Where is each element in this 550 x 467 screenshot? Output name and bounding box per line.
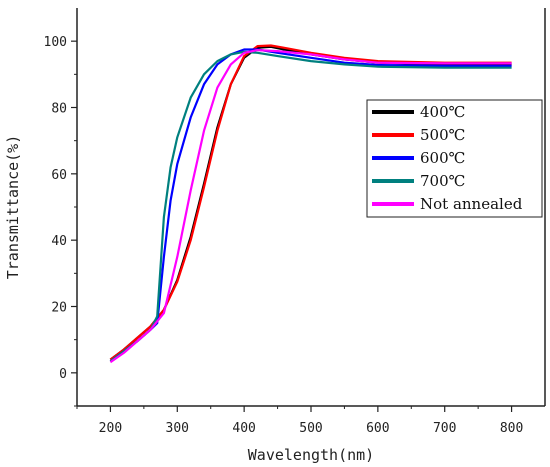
y-tick-label: 40 — [51, 234, 67, 249]
x-axis-title: Wavelength(nm) — [248, 446, 374, 464]
x-tick-label: 800 — [500, 421, 523, 436]
x-tick-label: 400 — [232, 421, 255, 436]
legend-label-3: 700℃ — [420, 172, 465, 190]
plot-lines — [109, 44, 512, 364]
y-tick-label: 60 — [51, 168, 67, 183]
legend-label-1: 500℃ — [420, 126, 465, 144]
legend-label-2: 600℃ — [420, 149, 465, 167]
x-tick-label: 300 — [166, 421, 189, 436]
y-tick-label: 80 — [51, 102, 67, 117]
y-tick-label: 20 — [51, 301, 67, 316]
x-tick-label: 700 — [433, 421, 456, 436]
y-tick-label: 100 — [44, 35, 67, 50]
legend-label-0: 400℃ — [420, 103, 465, 121]
legend: 400℃ 500℃ 600℃ 700℃ Not annealed — [366, 99, 543, 218]
series-line-4 — [109, 49, 512, 364]
x-tick-label: 200 — [99, 421, 122, 436]
x-tick-label: 500 — [299, 421, 322, 436]
x-tick-label: 600 — [366, 421, 389, 436]
ticks: 200 300 400 500 600 700 800 0 20 40 60 80 100 — [44, 35, 524, 436]
series-line-1 — [109, 44, 512, 361]
y-axis-title: Transmittance(%) — [4, 135, 22, 280]
legend-label-4: Not annealed — [420, 195, 523, 213]
y-tick-label: 0 — [59, 367, 67, 382]
